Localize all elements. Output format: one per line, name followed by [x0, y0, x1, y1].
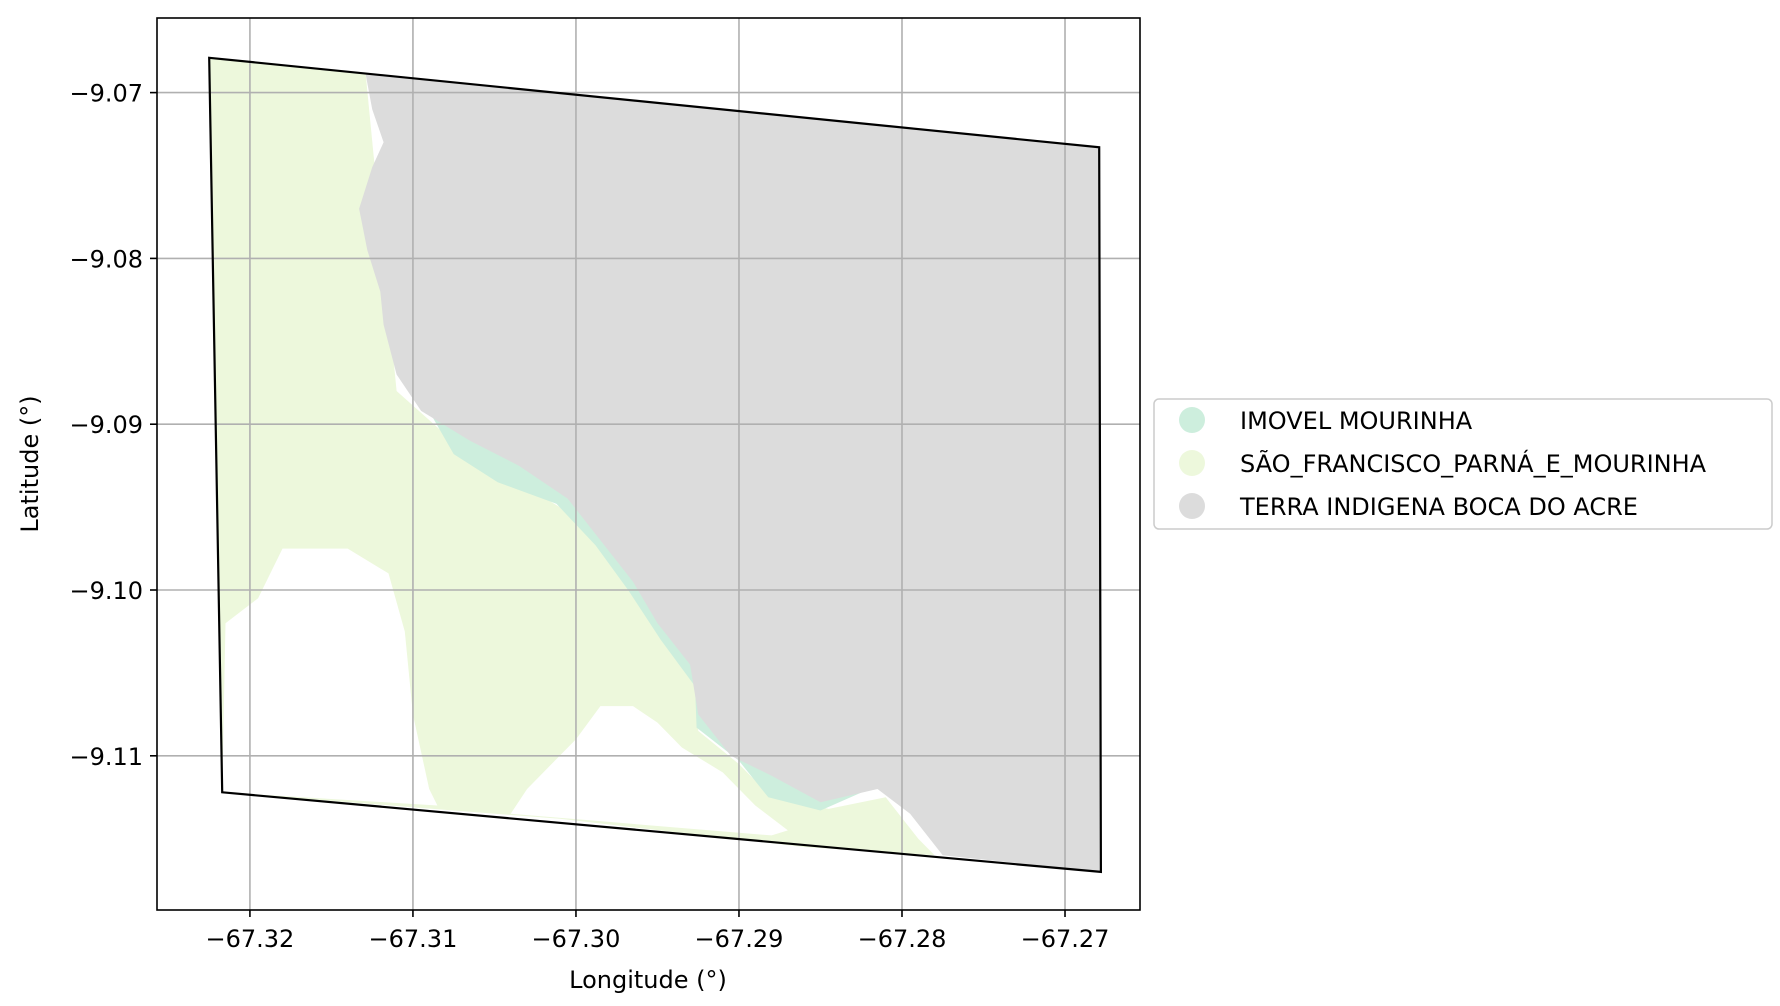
uncovered-area-1: [222, 548, 438, 806]
y-axis-title: Latitude (°): [16, 395, 44, 532]
property-boundary: [208, 56, 1103, 874]
y-tick-label-5: −9.11: [69, 743, 143, 771]
layer-polygon-3: [359, 74, 1101, 872]
y-axis-ticks: −9.07 −9.08 −9.09 −9.10 −9.11: [69, 80, 157, 771]
y-tick-label-1: −9.07: [69, 80, 143, 108]
x-axis-title: Longitude (°): [569, 966, 727, 994]
x-tick-label-3: −67.30: [532, 925, 621, 953]
x-tick-label-2: −67.31: [369, 925, 458, 953]
y-tick-label-3: −9.09: [69, 411, 143, 439]
layer-polygon-2: [412, 382, 870, 811]
x-tick-label-5: −67.28: [858, 925, 947, 953]
legend-marker-1: [1179, 407, 1205, 433]
legend: IMOVEL MOURINHA SÃO_FRANCISCO_PARNÁ_E_MOU…: [1153, 398, 1773, 530]
map-layers: [209, 57, 1101, 872]
y-tick-label-2: −9.08: [69, 245, 143, 273]
legend-label-3: TERRA INDIGENA BOCA DO ACRE: [1239, 493, 1638, 521]
legend-marker-3: [1179, 493, 1205, 519]
legend-marker-2: [1179, 450, 1205, 476]
legend-label-2: SÃO_FRANCISCO_PARNÁ_E_MOURINHA: [1240, 448, 1707, 478]
x-axis-ticks: −67.32 −67.31 −67.30 −67.29 −67.28 −67.27: [206, 910, 1110, 953]
x-tick-label-6: −67.27: [1021, 925, 1110, 953]
axes-frame: [156, 17, 1141, 911]
x-tick-label-1: −67.32: [206, 925, 295, 953]
legend-frame: [1153, 398, 1773, 530]
uncovered-area-2: [510, 706, 788, 836]
grid: [157, 18, 1140, 910]
x-tick-label-4: −67.29: [695, 925, 784, 953]
boundary-layer: [208, 56, 1103, 874]
y-tick-label-4: −9.10: [69, 577, 143, 605]
legend-label-1: IMOVEL MOURINHA: [1240, 407, 1473, 435]
